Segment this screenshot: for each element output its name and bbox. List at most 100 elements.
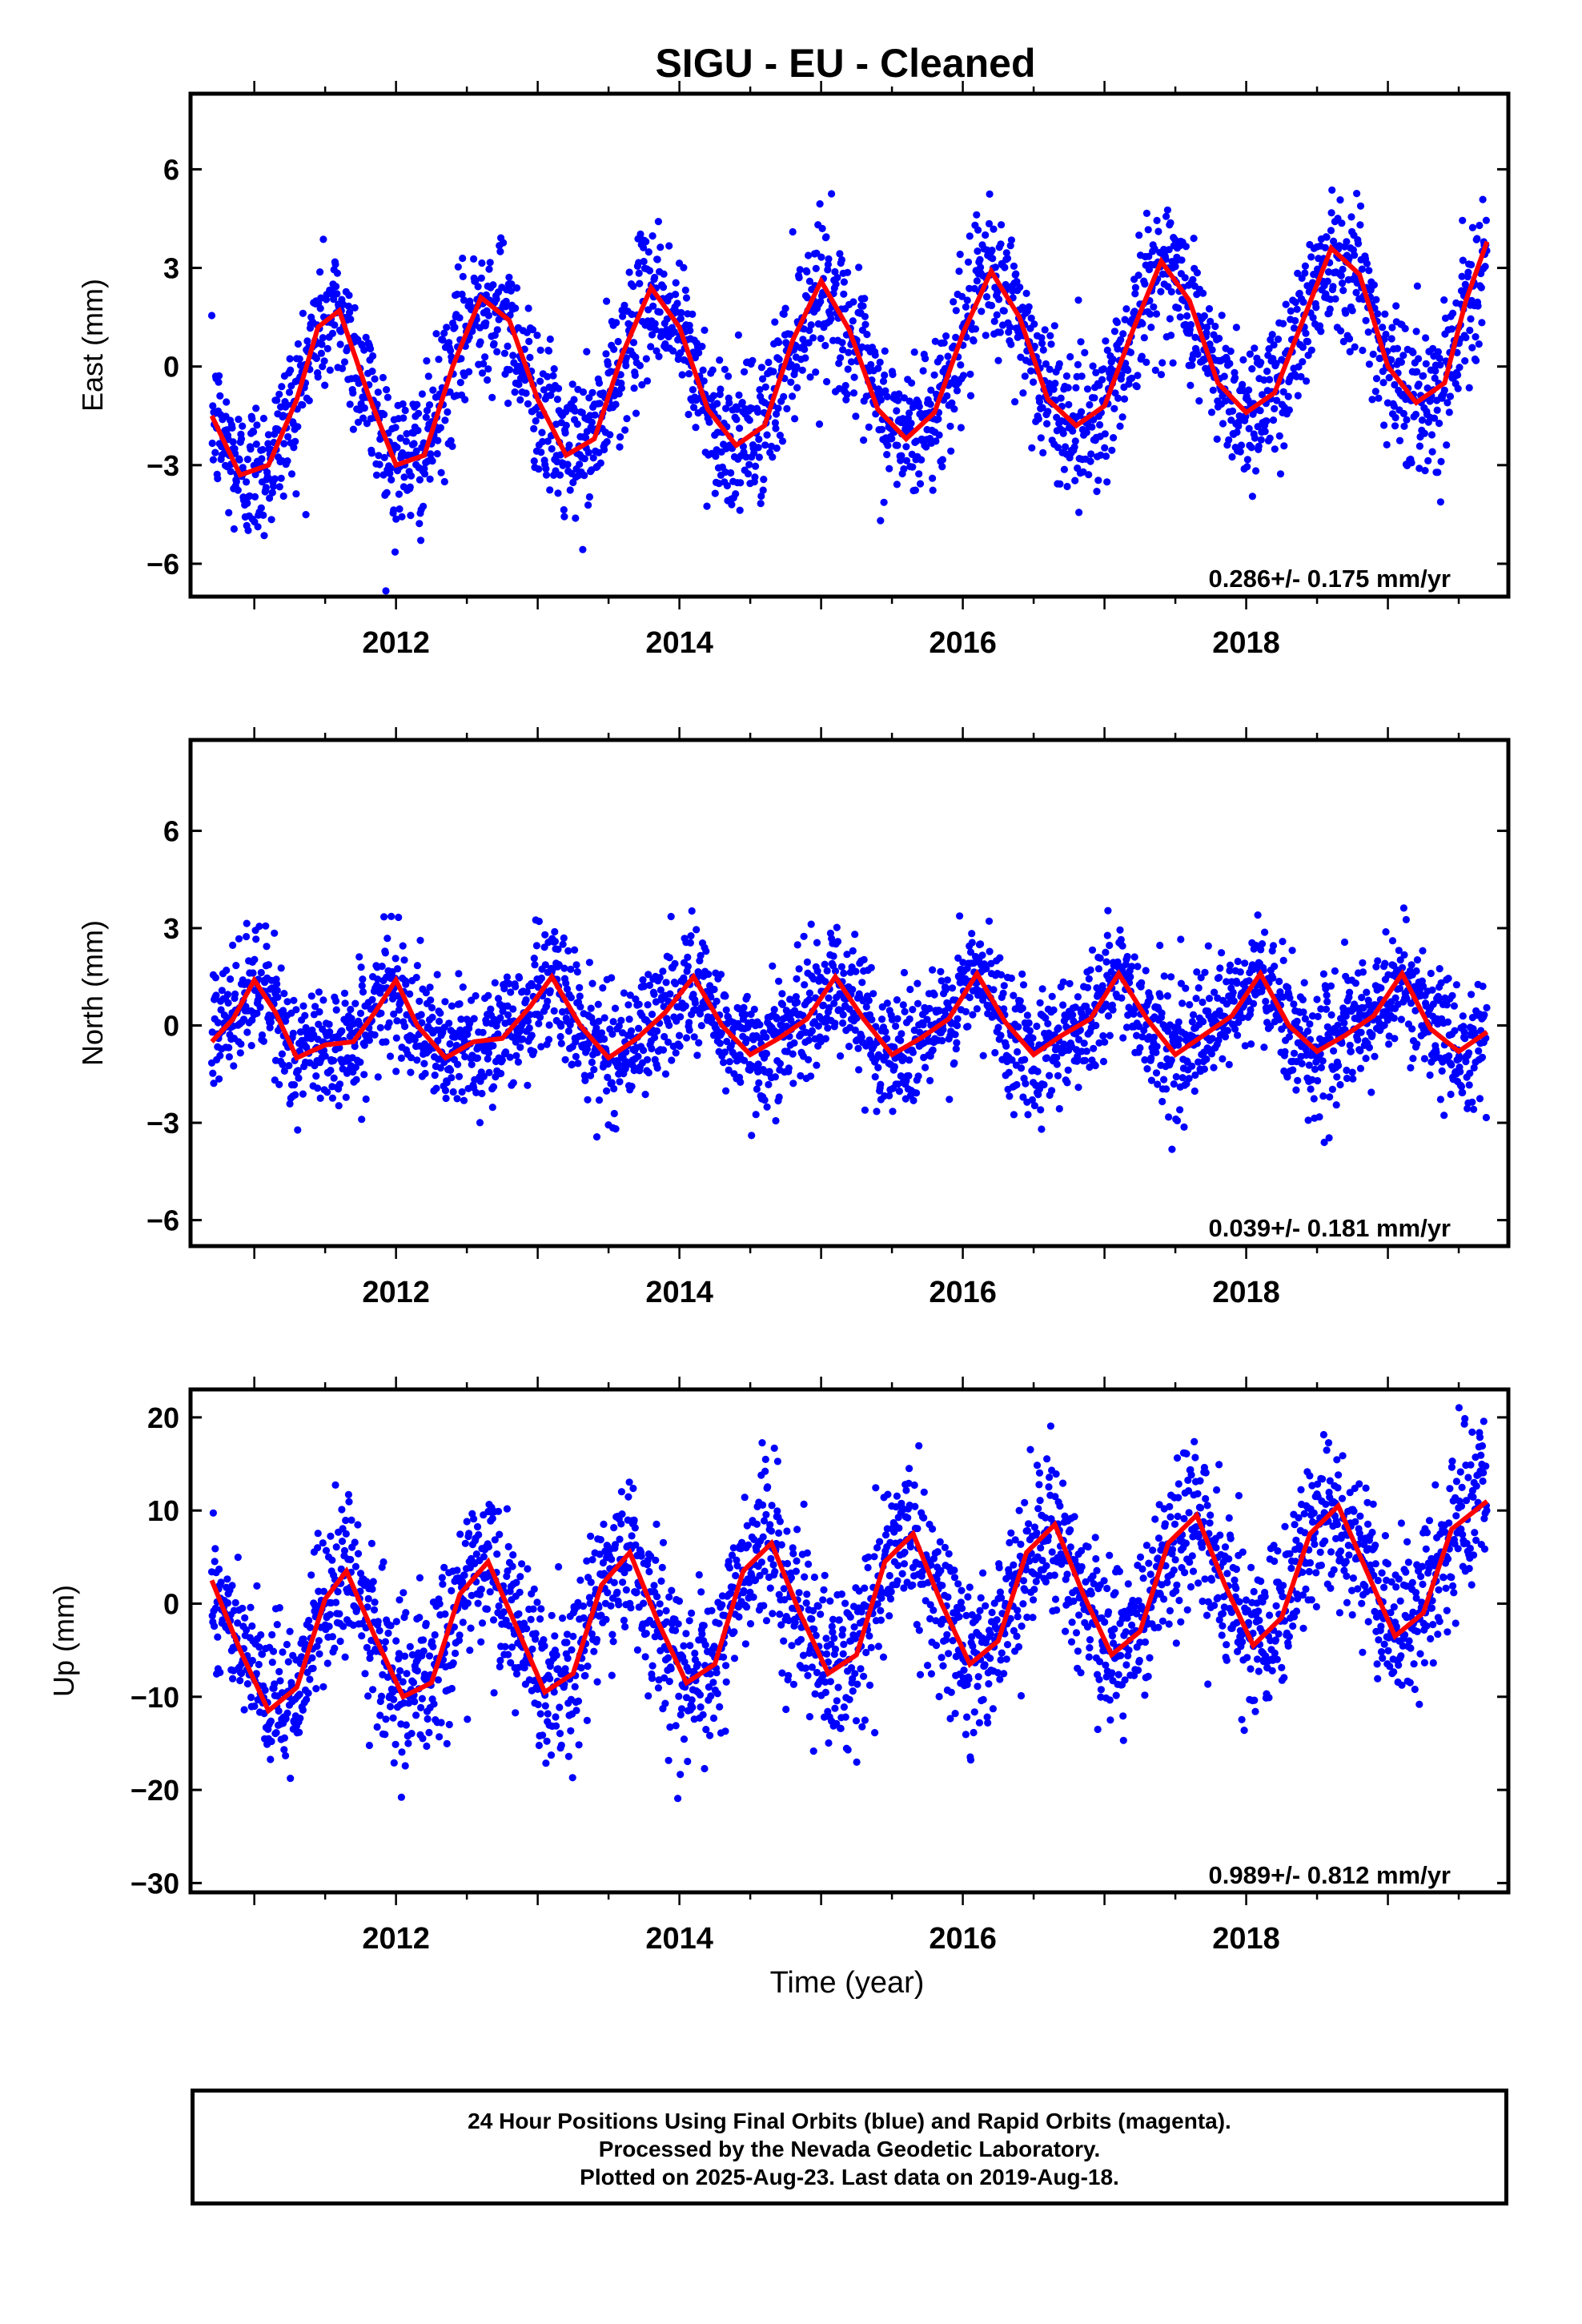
data-point	[259, 1037, 267, 1045]
data-point	[541, 931, 549, 939]
data-point	[814, 1022, 822, 1030]
data-point	[675, 1031, 684, 1039]
data-point	[1162, 1085, 1170, 1093]
data-point	[335, 1043, 343, 1051]
data-point	[617, 384, 626, 392]
data-point	[456, 314, 464, 322]
data-point	[266, 1023, 274, 1031]
data-point	[392, 1034, 400, 1042]
data-point	[403, 1011, 411, 1019]
data-point	[559, 940, 567, 948]
data-point	[953, 1022, 962, 1030]
data-point	[1431, 414, 1439, 422]
data-point	[381, 949, 389, 957]
data-point	[209, 1069, 217, 1077]
data-point	[1339, 287, 1347, 295]
data-point	[1365, 360, 1373, 368]
data-point	[1284, 392, 1292, 400]
data-point	[1297, 372, 1305, 380]
data-point	[897, 452, 905, 460]
data-point	[997, 1031, 1005, 1039]
data-point	[351, 999, 359, 1007]
data-point	[789, 1050, 797, 1058]
data-point	[429, 386, 437, 394]
data-point	[1034, 1068, 1042, 1076]
data-point	[807, 920, 815, 928]
data-point	[253, 421, 261, 429]
data-point	[991, 1048, 999, 1057]
data-point	[1008, 1056, 1016, 1064]
data-point	[604, 360, 612, 368]
data-point	[294, 1126, 302, 1134]
data-point	[550, 365, 558, 373]
data-point	[823, 967, 831, 975]
data-point	[759, 486, 767, 494]
data-point	[1085, 471, 1093, 479]
data-point	[393, 444, 401, 452]
data-point	[546, 335, 554, 344]
data-point	[644, 248, 652, 256]
data-point	[1231, 374, 1239, 382]
data-point	[1191, 333, 1199, 341]
data-point	[930, 991, 938, 999]
data-point	[874, 1063, 882, 1072]
data-point	[460, 296, 468, 304]
data-point	[374, 388, 382, 396]
data-point	[893, 1015, 901, 1023]
data-point	[387, 912, 396, 920]
data-point	[868, 1015, 876, 1023]
data-point	[413, 1056, 421, 1064]
data-point	[855, 1066, 863, 1074]
data-point	[902, 443, 910, 451]
data-point	[1245, 424, 1253, 432]
data-point	[490, 340, 498, 348]
data-point	[806, 373, 814, 381]
data-point	[929, 966, 937, 974]
data-point	[1343, 238, 1351, 246]
data-point	[1054, 1072, 1062, 1080]
data-point	[1200, 1065, 1208, 1073]
data-point	[612, 1125, 620, 1133]
data-point	[620, 989, 628, 997]
data-point	[840, 290, 848, 298]
data-point	[717, 971, 725, 979]
data-point	[1388, 324, 1396, 332]
data-point	[940, 339, 948, 347]
data-point	[453, 1095, 461, 1103]
x-tick-label: 2018	[1212, 626, 1280, 660]
data-point	[695, 348, 703, 357]
data-point	[425, 401, 434, 409]
data-point	[1012, 270, 1020, 278]
data-point	[962, 1007, 970, 1015]
data-point	[1427, 431, 1436, 439]
data-point	[1175, 1035, 1183, 1043]
data-point	[831, 1019, 839, 1027]
data-point	[562, 421, 570, 429]
data-point	[776, 432, 785, 440]
data-point	[417, 537, 425, 545]
data-point	[815, 420, 824, 428]
data-point	[232, 477, 240, 486]
data-point	[754, 408, 762, 416]
data-point	[1392, 302, 1400, 310]
data-point	[1369, 350, 1377, 358]
data-point	[1271, 963, 1279, 971]
data-point	[1466, 326, 1474, 335]
data-point	[291, 437, 299, 445]
data-point	[1239, 356, 1247, 364]
data-point	[1177, 979, 1185, 987]
data-point	[840, 969, 848, 977]
data-point	[1279, 388, 1287, 396]
data-point	[1037, 1106, 1045, 1114]
data-point	[1092, 368, 1100, 376]
data-point	[454, 263, 462, 271]
data-point	[867, 963, 875, 971]
data-point	[599, 984, 607, 992]
data-point	[1163, 992, 1171, 1000]
data-point	[1290, 1000, 1298, 1008]
data-point	[525, 1024, 533, 1032]
data-point	[549, 372, 557, 380]
data-point	[733, 405, 741, 413]
data-point	[493, 348, 501, 356]
data-point	[888, 435, 896, 443]
